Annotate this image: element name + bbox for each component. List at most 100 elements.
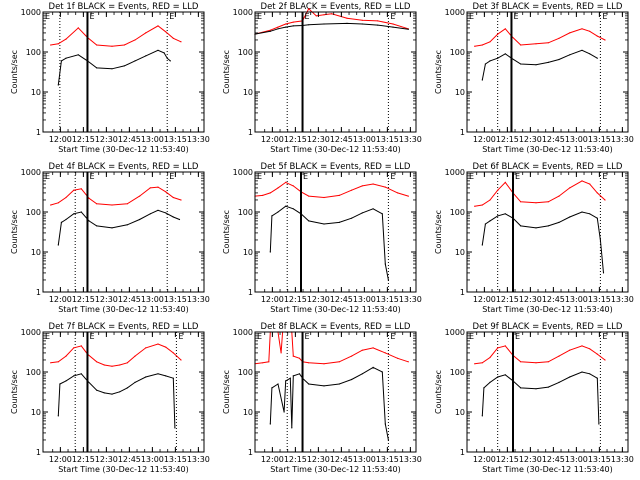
y-axis-label: Counts/sec [434, 370, 443, 414]
x-tick-label: 12:15 [496, 135, 519, 144]
data-point [285, 23, 287, 25]
data-point [269, 192, 271, 194]
data-point [351, 355, 353, 357]
data-point [157, 373, 159, 375]
data-point [119, 391, 121, 393]
data-point [139, 218, 141, 221]
event-marker-label: E [513, 12, 518, 21]
data-point [489, 60, 491, 62]
data-point [323, 363, 325, 365]
data-point [308, 383, 310, 385]
data-point [604, 39, 606, 41]
event-marker-label: E [602, 172, 607, 181]
data-point [481, 44, 483, 46]
y-tick-label: 100 [26, 208, 41, 217]
data-point [596, 35, 598, 37]
data-point [558, 381, 560, 383]
x-axis-label: Start Time (30-Dec-12 11:53:40) [270, 145, 401, 154]
data-point [497, 347, 499, 349]
x-tick-label: 13:30 [187, 455, 210, 464]
x-tick-label: 13:15 [588, 135, 611, 144]
data-point [346, 17, 348, 19]
event-marker-label: E [390, 332, 395, 341]
x-tick-label: 13:00 [353, 295, 376, 304]
data-point [157, 186, 159, 188]
x-tick-label: 13:15 [588, 295, 611, 304]
data-point [504, 53, 506, 55]
y-axis-label: Counts/sec [222, 210, 231, 254]
data-point [111, 365, 113, 367]
data-point [103, 392, 105, 394]
data-point [581, 211, 583, 213]
y-tick-label: 10 [31, 408, 41, 417]
event-marker-label: E [89, 172, 94, 181]
x-tick-label: 12:45 [118, 135, 141, 144]
y-tick-label: 1000 [233, 168, 253, 177]
data-point [145, 376, 147, 378]
x-tick-label: 12:30 [519, 455, 542, 464]
event-marker-label: E [89, 332, 94, 341]
data-point [285, 26, 287, 28]
data-point [497, 57, 499, 59]
data-point [88, 220, 90, 222]
y-tick-label: 1 [460, 128, 465, 137]
data-point [589, 213, 591, 215]
event-marker-label: E [469, 332, 474, 341]
data-point [268, 361, 270, 363]
chart-title: Det 4f BLACK = Events, RED = LLD [49, 162, 199, 172]
event-marker-label: E [390, 12, 395, 21]
data-point [602, 272, 605, 274]
y-tick-label: 1 [36, 448, 41, 457]
data-point [96, 225, 98, 227]
data-point [481, 79, 483, 81]
y-tick-label: 1 [460, 288, 465, 297]
event-marker-label: E [257, 172, 262, 181]
y-tick-label: 1 [248, 288, 253, 297]
data-point [180, 41, 182, 43]
data-point [547, 201, 549, 203]
data-point [351, 189, 353, 191]
data-point [372, 347, 374, 349]
x-tick-label: 12:30 [95, 455, 118, 464]
event-marker-label: E [45, 332, 50, 341]
data-point [489, 356, 491, 359]
data-point [289, 377, 291, 379]
x-tick-label: 12:45 [330, 295, 353, 304]
data-point [474, 205, 476, 207]
data-point [346, 22, 348, 24]
event-marker-label: E [602, 332, 607, 341]
x-tick-label: 12:45 [330, 135, 353, 144]
data-point [73, 189, 75, 191]
data-point [504, 374, 506, 376]
data-point [581, 371, 583, 373]
data-point [96, 44, 98, 46]
x-tick-label: 12:30 [95, 135, 118, 144]
data-point [481, 362, 483, 364]
data-point [65, 380, 67, 382]
data-point [489, 199, 491, 201]
data-point [172, 352, 174, 354]
data-point [520, 201, 522, 203]
data-point [123, 65, 125, 67]
data-point [277, 187, 279, 189]
data-point [535, 202, 537, 204]
x-tick-label: 13:30 [187, 135, 210, 144]
data-point [73, 375, 75, 377]
data-point [163, 52, 165, 54]
plot-frame [42, 331, 205, 453]
data-point [123, 44, 125, 46]
x-tick-label: 12:15 [284, 455, 307, 464]
data-point [372, 208, 374, 210]
x-tick-label: 12:15 [284, 295, 307, 304]
series-line-lld [474, 28, 606, 47]
data-point [292, 25, 294, 27]
data-point [338, 194, 340, 196]
data-point [65, 355, 67, 357]
data-point [308, 195, 310, 197]
data-point [351, 217, 353, 219]
data-point [77, 54, 79, 56]
y-tick-label: 100 [450, 48, 465, 57]
